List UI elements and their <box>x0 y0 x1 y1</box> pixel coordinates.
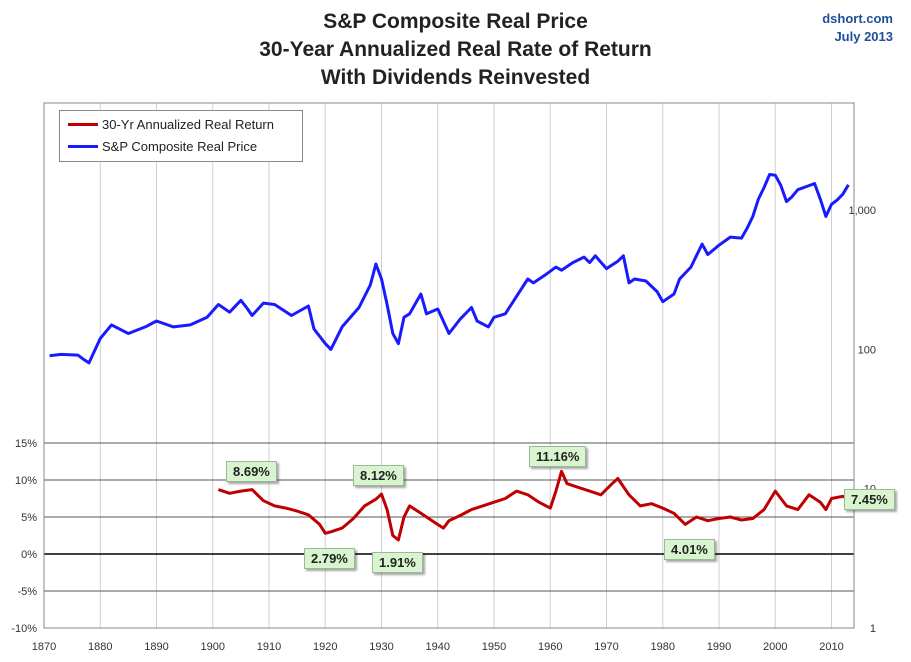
price-tick-label-3: 1,000 <box>848 205 876 217</box>
x-tick-label-1930: 1930 <box>369 641 393 653</box>
legend-item-price: S&P Composite Real Price <box>68 139 257 154</box>
legend-label-price: S&P Composite Real Price <box>102 139 258 154</box>
price-tick-label-0: 1 <box>870 623 876 635</box>
legend-swatch-price <box>68 145 98 148</box>
x-tick-label-1900: 1900 <box>201 641 225 653</box>
callout-7-45: 7.45% <box>844 489 895 510</box>
x-tick-label-1940: 1940 <box>426 641 450 653</box>
legend-swatch-return <box>68 123 98 126</box>
source-date: July 2013 <box>834 29 893 44</box>
legend: 30-Yr Annualized Real Return S&P Composi… <box>59 110 303 162</box>
x-tick-label-1960: 1960 <box>538 641 562 653</box>
legend-item-return: 30-Yr Annualized Real Return <box>68 117 274 132</box>
plot-border <box>43 102 855 629</box>
x-tick-label-1950: 1950 <box>482 641 506 653</box>
x-tick-label-1990: 1990 <box>707 641 731 653</box>
callout-8-12: 8.12% <box>353 465 404 486</box>
price-tick-label-2: 100 <box>858 344 876 356</box>
callout-11-16: 11.16% <box>529 446 587 467</box>
x-tick-label-1870: 1870 <box>32 641 56 653</box>
callout-2-79: 2.79% <box>304 548 355 569</box>
title-line-2: 30-Year Annualized Real Rate of Return <box>259 38 652 61</box>
series-line-return <box>217 469 850 542</box>
return-tick-label-0: 15% <box>15 438 37 450</box>
source-site: dshort.com <box>822 11 893 26</box>
x-tick-label-1970: 1970 <box>594 641 618 653</box>
callout-1-91: 1.91% <box>372 552 423 573</box>
callout-4-01: 4.01% <box>664 539 715 560</box>
chart-title: S&P Composite Real Price 30-Year Annuali… <box>0 8 911 92</box>
x-tick-label-1880: 1880 <box>88 641 112 653</box>
return-tick-label-2: 5% <box>21 512 37 524</box>
legend-label-return: 30-Yr Annualized Real Return <box>102 117 274 132</box>
return-tick-label-3: 0% <box>21 549 37 561</box>
series-line-price <box>49 173 850 365</box>
x-tick-label-2000: 2000 <box>763 641 787 653</box>
x-tick-label-1890: 1890 <box>144 641 168 653</box>
source-credit: dshort.com July 2013 <box>822 10 893 46</box>
x-tick-label-1920: 1920 <box>313 641 337 653</box>
return-tick-label-1: 10% <box>15 475 37 487</box>
x-tick-label-1910: 1910 <box>257 641 281 653</box>
return-tick-label-5: -10% <box>11 623 37 635</box>
title-line-3: With Dividends Reinvested <box>320 66 591 89</box>
x-tick-label-2010: 2010 <box>819 641 843 653</box>
x-tick-label-1980: 1980 <box>651 641 675 653</box>
return-tick-label-4: -5% <box>17 586 37 598</box>
title-line-1: S&P Composite Real Price <box>323 10 588 33</box>
callout-8-69: 8.69% <box>226 461 277 482</box>
